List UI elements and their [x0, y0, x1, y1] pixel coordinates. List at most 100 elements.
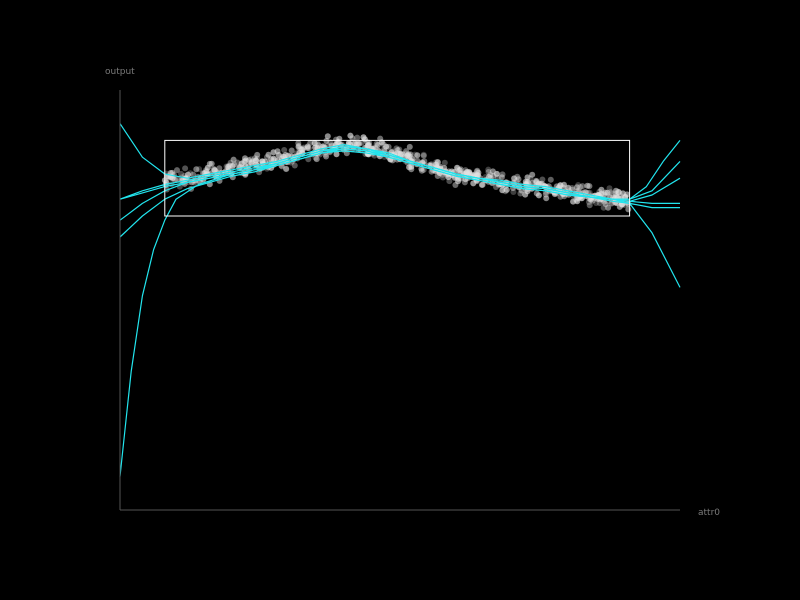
data-point [619, 201, 626, 208]
data-point [204, 164, 211, 171]
data-point [385, 143, 392, 150]
data-point [598, 190, 605, 197]
x-axis-label: attr0 [698, 508, 720, 518]
data-point [565, 184, 572, 191]
data-point [402, 150, 409, 157]
curves-layer [119, 123, 681, 477]
data-point [620, 190, 626, 197]
data-point [574, 184, 580, 191]
data-point [347, 132, 354, 139]
data-point [313, 156, 320, 163]
data-point [499, 187, 506, 194]
data-point [404, 153, 411, 160]
data-point [557, 193, 564, 200]
data-point [193, 166, 200, 173]
data-point [227, 163, 234, 170]
data-point [394, 150, 401, 157]
selection-box[interactable] [164, 139, 631, 217]
data-point [315, 142, 322, 149]
y-axis-label: output [105, 67, 135, 77]
data-point [374, 142, 381, 148]
data-point [441, 159, 448, 166]
data-point [211, 167, 218, 174]
data-point [454, 164, 461, 171]
data-point [511, 175, 518, 182]
data-point [529, 171, 536, 178]
data-point [474, 168, 480, 175]
data-point [242, 155, 248, 162]
data-point [333, 151, 340, 158]
data-point [579, 183, 586, 190]
data-point [178, 170, 185, 177]
data-point [461, 179, 468, 186]
data-point [291, 162, 298, 169]
data-point [470, 180, 477, 187]
data-point [557, 182, 564, 189]
data-point [252, 157, 259, 164]
data-point [227, 159, 234, 166]
data-point [524, 179, 531, 185]
data-point [324, 133, 331, 140]
data-point [464, 168, 471, 175]
data-point [360, 134, 367, 141]
data-point [527, 175, 534, 182]
data-point [354, 134, 361, 141]
data-point [485, 169, 492, 175]
data-point [295, 140, 302, 147]
data-point [408, 163, 415, 170]
data-point [584, 182, 591, 189]
data-point [532, 179, 539, 186]
data-point [230, 156, 237, 163]
data-point [251, 155, 258, 162]
data-point [608, 190, 615, 197]
data-point [265, 151, 272, 158]
data-point [231, 161, 238, 168]
data-point [576, 187, 583, 194]
data-point [575, 182, 582, 188]
data-point [625, 206, 632, 213]
data-point [229, 163, 236, 169]
data-point [439, 174, 446, 181]
data-point [312, 144, 319, 151]
data-point [428, 161, 435, 168]
data-point [498, 174, 505, 181]
series-line-1 [119, 123, 681, 288]
data-point [510, 189, 517, 195]
data-point [615, 188, 621, 195]
data-point [596, 200, 603, 207]
data-point [174, 167, 180, 174]
data-point [190, 171, 197, 178]
data-point [533, 190, 540, 197]
data-point [404, 152, 411, 159]
data-point [254, 151, 261, 158]
data-point [570, 198, 577, 205]
data-point [364, 142, 371, 149]
data-point [259, 158, 266, 165]
data-point [283, 165, 290, 172]
series-line-6 [119, 150, 680, 204]
data-point [169, 175, 176, 182]
data-point [247, 156, 254, 163]
data-point [208, 160, 215, 167]
data-point [605, 204, 612, 211]
data-point [187, 170, 194, 177]
data-point [547, 176, 554, 183]
data-point [381, 146, 388, 153]
data-point [606, 185, 613, 192]
data-point [304, 143, 311, 150]
data-point [226, 162, 233, 169]
data-point [420, 151, 427, 158]
data-point [300, 144, 307, 151]
data-point [543, 195, 550, 202]
data-point [314, 140, 321, 147]
data-point [268, 156, 275, 163]
data-point [524, 174, 531, 181]
data-point [296, 145, 303, 152]
data-point [613, 187, 619, 194]
data-point [533, 178, 540, 184]
data-point [452, 182, 459, 188]
data-point [383, 143, 390, 150]
